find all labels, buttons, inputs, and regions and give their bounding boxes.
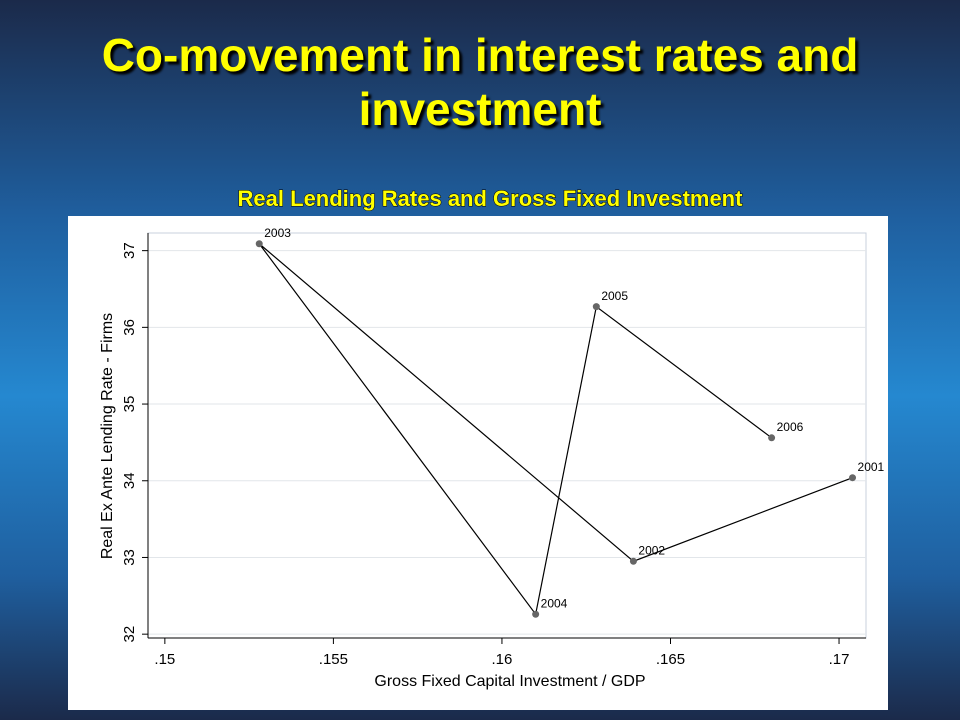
y-tick-label: 34 [121,472,138,489]
point-label: 2006 [777,420,804,434]
point [255,240,263,248]
point-label: 2005 [601,289,628,303]
series-line [258,243,853,616]
point-label: 2002 [638,543,665,557]
x-axis-title: Gross Fixed Capital Investment / GDP [374,673,645,690]
y-tick-label: 35 [121,396,138,413]
point [629,557,637,565]
point [849,474,857,482]
x-tick-label: .155 [319,651,348,668]
point-label: 2001 [858,460,885,474]
y-tick-label: 37 [121,242,138,259]
x-tick-label: .16 [492,651,513,668]
y-tick-label: 32 [121,626,138,643]
y-axis-title: Real Ex Ante Lending Rate - Firms [99,313,116,559]
point [532,610,540,618]
x-tick-label: .165 [656,651,685,668]
y-tick-label: 33 [121,549,138,566]
plot-area [147,232,867,639]
point-label: 2004 [541,596,568,610]
x-tick-label: .15 [154,651,175,668]
x-tick-label: .17 [829,651,850,668]
point-label: 2003 [264,226,291,240]
y-tick-label: 36 [121,319,138,336]
slide-title: Co-movement in interest rates and invest… [101,29,859,135]
point [592,303,600,311]
point [768,434,776,442]
chart-title: Real Lending Rates and Gross Fixed Inves… [238,186,744,211]
